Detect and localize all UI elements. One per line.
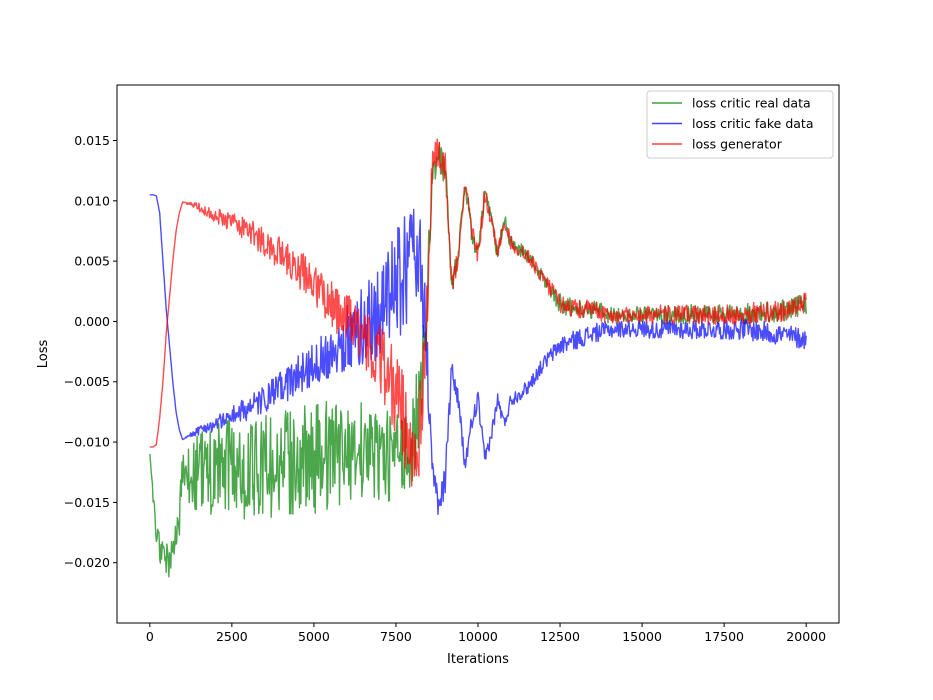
plot-area — [116, 84, 840, 624]
y-tick-label: −0.010 — [64, 435, 110, 450]
x-tick-label: 20000 — [786, 629, 826, 644]
x-axis: 0 2500 5000 7500 10000 12500 15000 17500 20000 — [146, 623, 826, 644]
x-tick-label: 5000 — [298, 629, 330, 644]
legend-label-1: loss critic fake data — [692, 116, 814, 131]
y-tick-label: 0.015 — [74, 133, 110, 148]
x-tick-label: 7500 — [380, 629, 412, 644]
x-tick-label: 10000 — [458, 629, 498, 644]
x-tick-label: 0 — [146, 629, 154, 644]
y-axis-title: Loss — [36, 340, 51, 369]
series-line-1 — [149, 194, 807, 515]
series-line-2 — [149, 138, 807, 487]
y-tick-label: −0.015 — [64, 495, 110, 510]
legend-label-2: loss generator — [692, 137, 783, 152]
x-axis-title: Iterations — [447, 652, 509, 667]
series-layer — [149, 138, 807, 578]
x-tick-label: 2500 — [216, 629, 248, 644]
y-axis: −0.020 −0.015 −0.010 −0.005 0.000 0.005 0.010 0… — [64, 133, 117, 570]
x-tick-label: 15000 — [622, 629, 662, 644]
y-tick-label: 0.000 — [74, 314, 110, 329]
legend: loss critic real data loss critic fake da… — [646, 90, 834, 159]
y-tick-label: 0.005 — [74, 254, 110, 269]
y-tick-label: 0.010 — [74, 193, 110, 208]
y-tick-label: −0.020 — [64, 555, 110, 570]
x-tick-label: 17500 — [704, 629, 744, 644]
legend-frame — [646, 90, 834, 159]
y-tick-label: −0.005 — [64, 374, 110, 389]
legend-label-0: loss critic real data — [692, 96, 811, 111]
x-tick-label: 12500 — [540, 629, 580, 644]
